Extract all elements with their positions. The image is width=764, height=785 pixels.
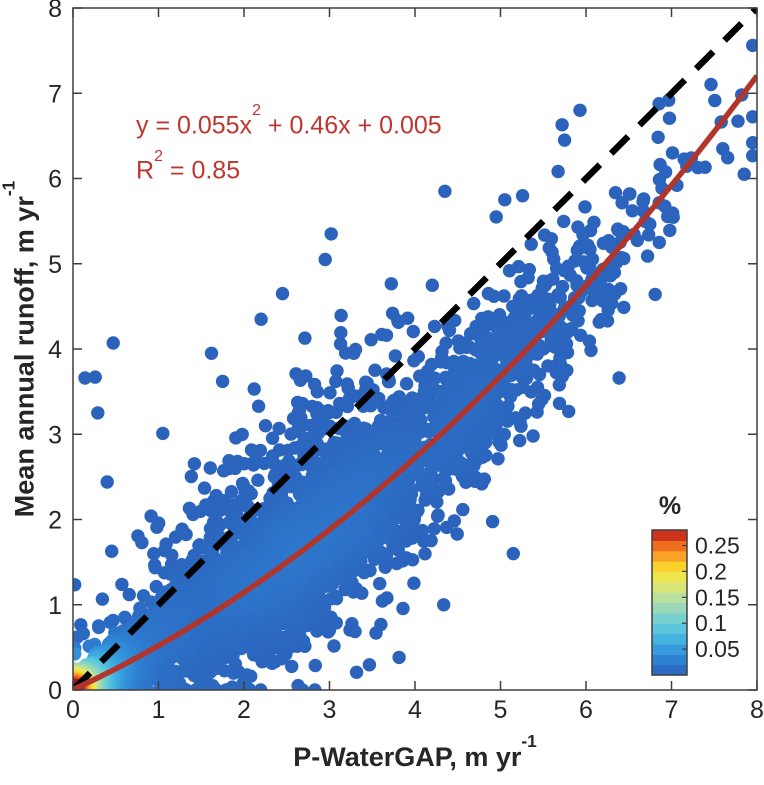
x-tick-label: 5: [494, 696, 508, 724]
colorbar-band: [652, 540, 687, 552]
y-tick-label: 5: [48, 251, 62, 279]
y-tick-label: 7: [48, 80, 62, 108]
colorbar-tick-label: 0.2: [695, 558, 727, 584]
colorbar-band: [652, 571, 687, 583]
fit-equation-line: y = 0.055x2 + 0.46x + 0.005: [136, 102, 442, 140]
y-label-superscript: -1: [0, 180, 18, 197]
r-squared-line: R2 = 0.85: [136, 147, 241, 185]
y-axis-label: Mean annual runoff, m yr-1: [0, 180, 40, 518]
colorbar-band: [652, 633, 687, 645]
r-squared-superscript: 2: [154, 147, 163, 165]
colorbar-band: [652, 592, 687, 604]
x-tick-label: 1: [152, 696, 166, 724]
colorbar-band: [652, 612, 687, 624]
x-tick-label: 0: [66, 696, 80, 724]
one-to-one-line: [73, 8, 757, 690]
colorbar: 0.050.10.150.20.25: [651, 529, 740, 676]
x-axis-label: P-WaterGAP, m yr-1: [293, 730, 537, 773]
x-tick-label: 7: [665, 696, 679, 724]
colorbar-band: [652, 623, 687, 635]
y-tick-label: 8: [48, 0, 62, 23]
colorbar-band: [652, 581, 687, 593]
colorbar-band: [652, 664, 687, 676]
colorbar-frame: [651, 529, 688, 676]
y-tick-label: 3: [48, 421, 62, 449]
x-tick-label: 3: [323, 696, 337, 724]
colorbar-tick-label: 0.05: [695, 636, 740, 662]
y-tick-label: 6: [48, 166, 62, 194]
colorbar-band: [652, 602, 687, 614]
x-tick-label: 8: [750, 696, 764, 724]
x-tick-label: 4: [408, 696, 422, 724]
colorbar-tick-label: 0.1: [695, 610, 727, 636]
colorbar-band: [652, 530, 687, 541]
y-tick-label: 0: [48, 677, 62, 705]
y-tick-label: 4: [48, 336, 62, 364]
colorbar-title: %: [658, 492, 682, 520]
x-label-superscript: -1: [521, 730, 537, 751]
colorbar-band: [652, 550, 687, 562]
colorbar-tick-label: 0.25: [695, 533, 740, 559]
colorbar-band: [652, 643, 687, 655]
x-tick-label: 6: [579, 696, 593, 724]
x-tick-label: 2: [237, 696, 251, 724]
colorbar-tick-label: 0.15: [695, 584, 740, 610]
colorbar-band: [652, 654, 687, 666]
colorbar-band: [652, 561, 687, 573]
quadratic-fit-line: [73, 74, 757, 690]
y-tick-label: 1: [48, 592, 62, 620]
equation-superscript: 2: [252, 102, 261, 120]
y-tick-label: 2: [48, 507, 62, 535]
fit-equation-annotation: y = 0.055x2 + 0.46x + 0.005 R2 = 0.85: [136, 100, 442, 191]
